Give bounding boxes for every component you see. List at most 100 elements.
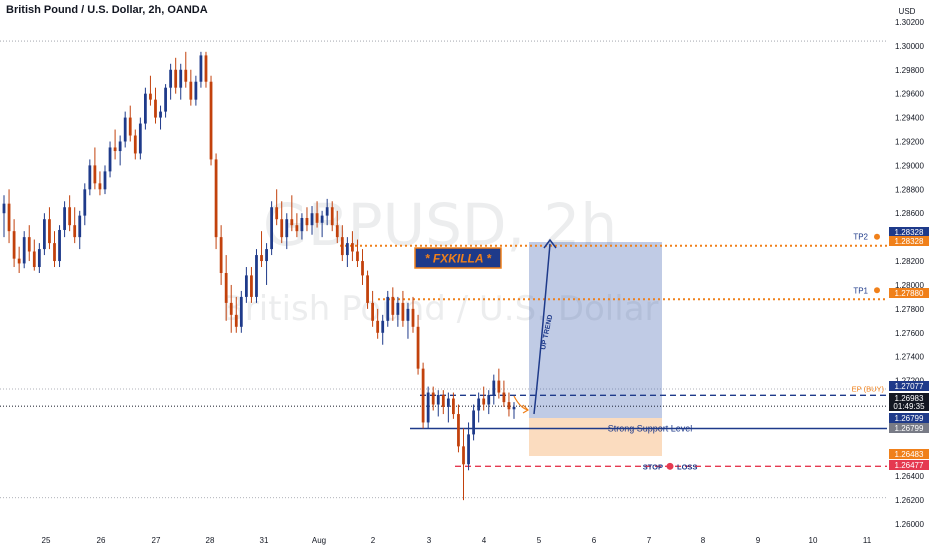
candle (73, 207, 77, 244)
candle-body (260, 255, 263, 262)
price-tag-bg (889, 401, 929, 411)
candle-body (315, 213, 319, 223)
candle (255, 249, 258, 303)
candle (315, 201, 319, 228)
candle-body (361, 261, 364, 276)
tp1-label: TP1 (853, 286, 868, 295)
candle-body (219, 237, 223, 273)
candle (2, 195, 6, 238)
price-tag-bg (889, 236, 929, 246)
candle (416, 314, 420, 375)
candle (179, 63, 183, 100)
candle-body (255, 255, 258, 297)
candle (426, 386, 430, 429)
candle-body (310, 213, 314, 226)
candle-body (345, 243, 349, 256)
price-tag-bg (889, 449, 929, 459)
x-tick-label: 8 (701, 536, 706, 545)
candle-body (204, 55, 208, 82)
candle-body (426, 392, 430, 423)
candle (7, 189, 11, 244)
candle (17, 246, 21, 273)
candle-body (265, 249, 268, 262)
x-tick-label: Aug (312, 536, 326, 545)
price-tag-bg (889, 381, 929, 391)
candle-body (270, 207, 274, 250)
candle-body (275, 207, 279, 220)
candle-body (290, 219, 294, 226)
time-axis[interactable] (0, 530, 887, 550)
candle-body (32, 251, 36, 268)
candle-body (421, 368, 425, 423)
candle-body (396, 302, 400, 315)
candle-body (325, 207, 329, 216)
price-tag-text: 1.28328 (895, 228, 924, 237)
uptrend-arrowhead (543, 238, 557, 249)
candle-body (194, 81, 198, 100)
target-zone (529, 242, 662, 418)
x-tick-label: 4 (482, 536, 487, 545)
candle-body (411, 308, 415, 327)
candle-body (351, 243, 354, 252)
candle-body (214, 159, 218, 238)
y-tick-label: 1.29800 (895, 66, 924, 75)
y-tick-label: 1.26000 (895, 520, 924, 529)
candle (53, 231, 56, 268)
candle-body (27, 237, 31, 252)
candle (189, 69, 193, 106)
candle (88, 159, 92, 196)
candle-body (381, 320, 385, 333)
candle (118, 135, 122, 166)
candle-body (2, 203, 6, 214)
candle (138, 117, 142, 160)
stop-emoji-icon (666, 462, 674, 470)
price-tag-text: 1.26477 (895, 461, 924, 470)
candle (507, 392, 511, 417)
price-tag: 1.28328 (889, 227, 929, 237)
candle-body (391, 296, 395, 315)
candle-body (512, 406, 516, 410)
candle (234, 296, 238, 333)
candle-body (103, 171, 107, 190)
price-tag-text: 1.28328 (895, 237, 924, 246)
price-tag-text: 1.27880 (895, 289, 924, 298)
candle-body (73, 225, 77, 238)
candle-body (159, 111, 162, 118)
candle (356, 239, 359, 268)
x-tick-label: 6 (592, 536, 597, 545)
candle (154, 87, 157, 124)
candle-body (234, 314, 238, 327)
candle (376, 308, 380, 339)
candle-body (376, 320, 380, 333)
candle (345, 237, 349, 268)
price-tag: 1.27880 (889, 288, 929, 298)
candle (244, 267, 248, 303)
candle (300, 213, 304, 240)
money-bag-icon (874, 287, 880, 294)
candle-body (229, 302, 233, 315)
candle (98, 171, 102, 196)
candle (194, 75, 198, 106)
candle (199, 51, 203, 88)
candle (93, 147, 97, 190)
candle-body (492, 380, 496, 395)
price-tag: 01:49:35 (889, 401, 929, 411)
y-tick-label: 1.26200 (895, 496, 924, 505)
candle (143, 87, 147, 130)
price-tag: 1.26483 (889, 449, 929, 459)
price-tag: 1.27077 (889, 381, 929, 391)
y-tick-label: 1.28800 (895, 185, 924, 194)
candle (174, 57, 178, 94)
candle-body (22, 237, 26, 264)
price-tag-text: 1.26799 (895, 424, 924, 433)
y-tick-label: 1.27600 (895, 329, 924, 338)
candle-body (452, 398, 455, 415)
candle (462, 428, 465, 501)
candle (441, 390, 445, 415)
candle (12, 219, 16, 268)
candle (371, 290, 375, 327)
candle (411, 296, 415, 333)
x-tick-label: 28 (206, 536, 215, 545)
y-tick-label: 1.26400 (895, 472, 924, 481)
